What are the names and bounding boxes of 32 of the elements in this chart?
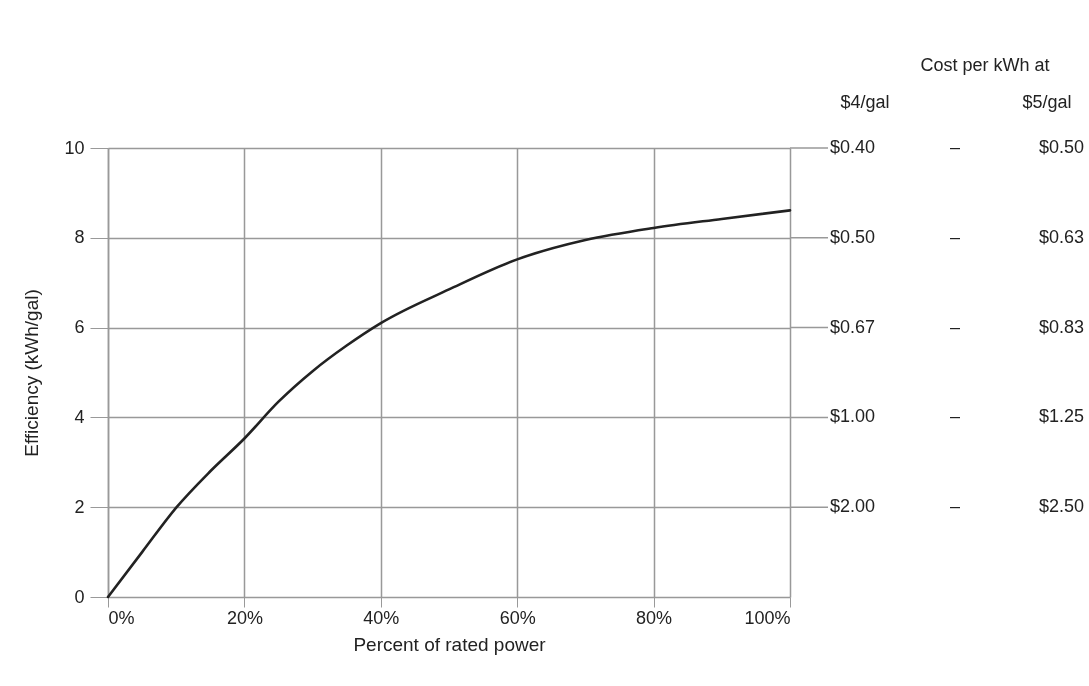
x-tick-label: 80%: [636, 607, 673, 628]
y-tick-label: 6: [74, 317, 85, 338]
y-axis-title: Efficiency (kWh/gal): [21, 289, 43, 457]
text: $5/gal: [1022, 92, 1072, 112]
text: –: [949, 496, 961, 517]
text: –: [949, 406, 961, 427]
text: $1.00: [830, 406, 876, 427]
text: $2.50: [1038, 496, 1084, 517]
y-tick-label: 2: [74, 496, 85, 517]
text: $1.25: [1038, 406, 1084, 427]
y-tick-label: 4: [74, 406, 85, 427]
text: $2.00: [830, 496, 876, 517]
text: –: [949, 137, 961, 157]
x-tick-label: 60%: [499, 607, 536, 628]
text: $0.50: [1038, 137, 1084, 157]
x-tick-label: 0%: [108, 607, 135, 628]
text: Cost per kWh at: [920, 55, 1050, 75]
text: $4/gal: [840, 92, 890, 112]
x-axis-title: Percent of rated power: [353, 633, 547, 655]
y-tick-label: 8: [74, 227, 85, 248]
x-tick-label: 40%: [363, 607, 400, 628]
text: –: [949, 226, 961, 247]
y-tick-label: 0: [74, 586, 85, 607]
text: $0.40: [830, 137, 876, 157]
text: $0.67: [830, 316, 876, 337]
text: $0.63: [1038, 226, 1084, 247]
y-tick-label: 10: [64, 137, 85, 158]
text: $0.83: [1038, 316, 1084, 337]
x-tick-label: 100%: [744, 607, 791, 628]
text: –: [949, 316, 961, 337]
text: $0.50: [830, 226, 876, 247]
x-tick-label: 20%: [226, 607, 263, 628]
